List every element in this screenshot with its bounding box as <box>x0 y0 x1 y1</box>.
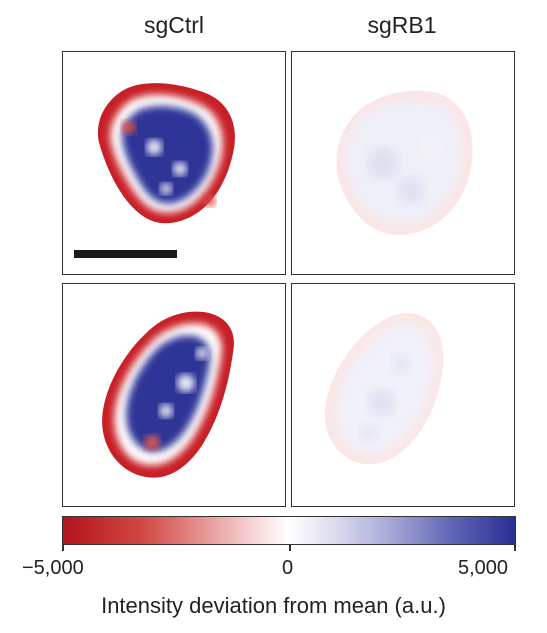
colorbar-tick-max <box>514 545 516 551</box>
image-panel-sgrb1-top <box>291 51 515 275</box>
colorbar-label-max: 5,000 <box>458 557 509 579</box>
column-title-sgrb1: sgRB1 <box>367 12 437 38</box>
nucleus-map-sgctrl-top <box>97 83 235 224</box>
nucleus-map-sgrb1-bottom <box>324 313 444 465</box>
colorbar-label-zero: 0 <box>282 557 294 579</box>
colorbar-tick-min <box>62 545 64 551</box>
colorbar-title: Intensity deviation from mean (a.u.) <box>101 593 446 618</box>
image-panel-sgctrl-bottom <box>62 283 286 507</box>
column-title-sgctrl: sgCtrl <box>143 12 205 38</box>
colorbar-tick-zero <box>289 545 291 551</box>
colorbar <box>62 516 516 545</box>
scale-bar <box>74 250 177 258</box>
image-panel-sgrb1-bottom <box>291 283 515 507</box>
nucleus-map-sgrb1-top <box>336 90 473 235</box>
colorbar-label-min: −5,000 <box>22 557 84 579</box>
nucleus-map-sgctrl-bottom <box>102 311 234 478</box>
image-panel-sgctrl-top <box>62 51 286 275</box>
